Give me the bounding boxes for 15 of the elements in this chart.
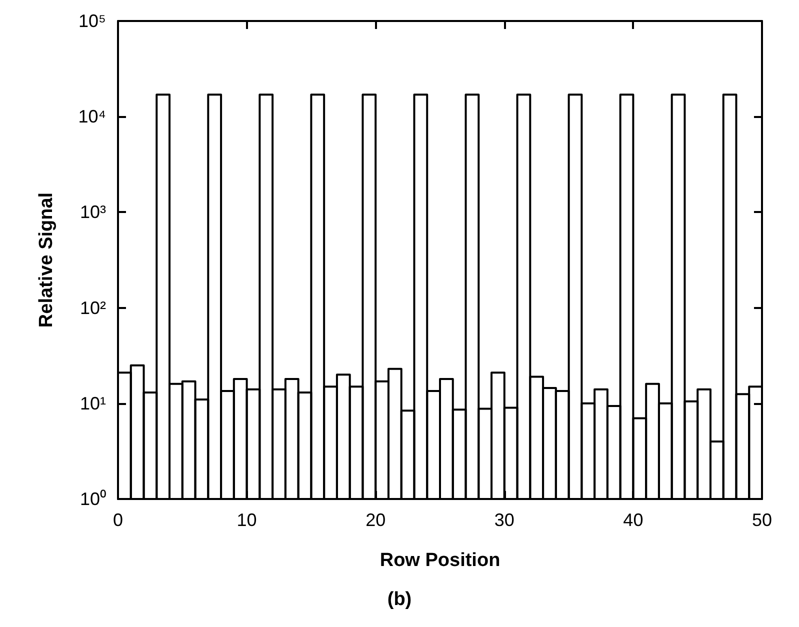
y-tick-label: 10² <box>80 298 106 318</box>
x-axis-title: Row Position <box>380 550 500 571</box>
y-tick-label: 10⁴ <box>78 106 106 127</box>
text: (b) <box>387 589 412 610</box>
y-tick-label: 10⁰ <box>80 489 106 509</box>
x-tick-label: 30 <box>494 510 514 530</box>
x-tick-label: 20 <box>366 510 386 530</box>
x-tick-label: 0 <box>112 510 124 530</box>
y-axis-title: Relative Signal <box>36 192 57 328</box>
y-tick-label: 10³ <box>80 202 106 222</box>
y-tick-label: 10⁵ <box>78 11 106 31</box>
x-tick-label: 40 <box>623 510 644 530</box>
x-tick-label: 50 <box>752 510 772 530</box>
y-tick-label: 10¹ <box>80 393 106 414</box>
x-tick-label: 10 <box>236 510 257 530</box>
